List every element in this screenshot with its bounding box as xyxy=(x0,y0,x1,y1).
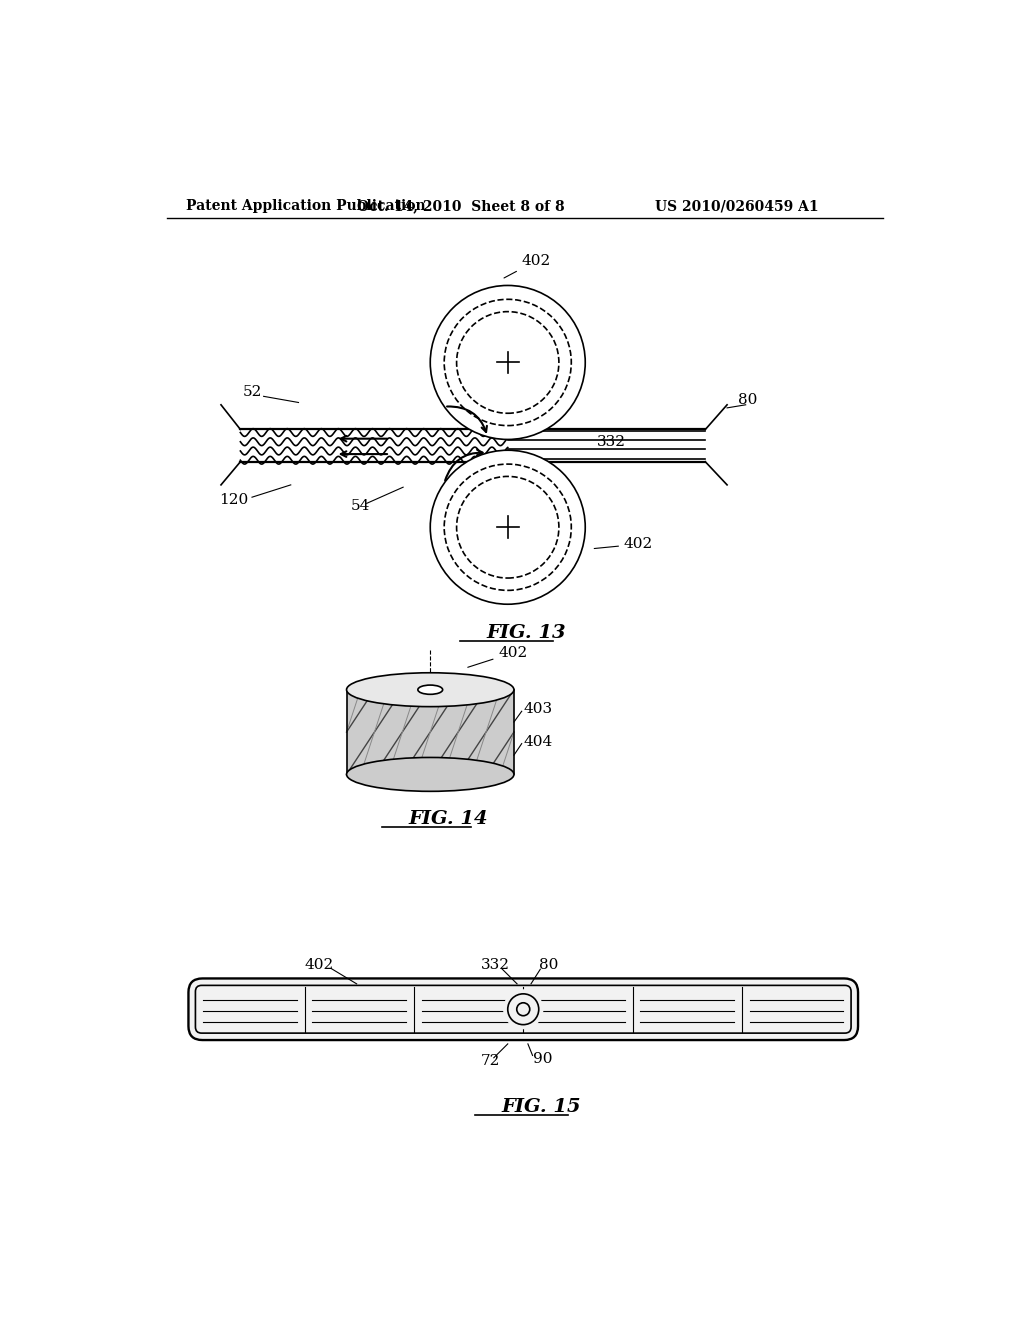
Text: 80: 80 xyxy=(738,393,758,407)
Circle shape xyxy=(430,450,586,605)
Ellipse shape xyxy=(346,673,514,706)
Text: 80: 80 xyxy=(539,958,558,973)
Text: Patent Application Publication: Patent Application Publication xyxy=(186,199,426,213)
Text: 90: 90 xyxy=(532,1052,552,1067)
Text: 402: 402 xyxy=(468,645,527,668)
Ellipse shape xyxy=(418,685,442,694)
Ellipse shape xyxy=(346,758,514,792)
Text: 332: 332 xyxy=(597,434,626,449)
Text: US 2010/0260459 A1: US 2010/0260459 A1 xyxy=(655,199,818,213)
Text: FIG. 15: FIG. 15 xyxy=(502,1098,582,1115)
Circle shape xyxy=(430,285,586,440)
FancyBboxPatch shape xyxy=(188,978,858,1040)
Text: 402: 402 xyxy=(594,537,653,552)
Text: 52: 52 xyxy=(243,385,262,400)
Text: 402: 402 xyxy=(504,253,551,279)
Text: 332: 332 xyxy=(480,958,510,973)
Text: 72: 72 xyxy=(480,1053,500,1068)
Text: 404: 404 xyxy=(523,735,553,748)
Text: 403: 403 xyxy=(523,702,552,715)
Circle shape xyxy=(503,989,544,1030)
Text: FIG. 14: FIG. 14 xyxy=(409,810,488,828)
Text: FIG. 13: FIG. 13 xyxy=(486,624,565,643)
Text: Oct. 14, 2010  Sheet 8 of 8: Oct. 14, 2010 Sheet 8 of 8 xyxy=(357,199,565,213)
Text: 54: 54 xyxy=(351,499,371,513)
Polygon shape xyxy=(346,689,514,775)
Text: 120: 120 xyxy=(219,494,249,507)
Text: 402: 402 xyxy=(305,958,334,973)
